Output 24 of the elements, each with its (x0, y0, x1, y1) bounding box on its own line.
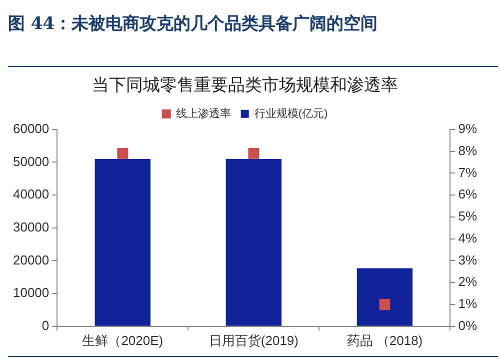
x-tick-label: 药品 （2018) (346, 332, 423, 348)
y-tick-label: 30000 (12, 219, 50, 234)
y2-tick-label: 3% (458, 252, 478, 268)
y2-tick-label: 2% (458, 274, 478, 290)
y2-tick-label: 9% (458, 120, 478, 136)
y2-tick-label: 8% (458, 142, 478, 158)
y2-tick-label: 0% (458, 318, 478, 333)
y2-tick-label: 5% (458, 208, 478, 224)
y-tick-label: 40000 (12, 186, 50, 202)
y2-tick-label: 7% (458, 164, 478, 180)
legend-label: 行业规模(亿元) (254, 106, 328, 120)
y2-tick-label: 4% (458, 230, 478, 246)
y2-tick-label: 1% (458, 296, 478, 312)
y-tick-label: 60000 (12, 120, 50, 136)
y-tick-label: 50000 (12, 154, 50, 169)
x-tick-label: 生鲜（2020E) (82, 332, 164, 348)
legend-label: 线上渗透率 (176, 106, 231, 120)
caption: 图 44：未被电商攻克的几个品类具备广阔的空间 (8, 14, 378, 34)
y-tick-label: 0 (42, 318, 50, 333)
chart-title: 当下同城零售重要品类市场规模和渗透率 (92, 76, 398, 96)
x-tick-label: 日用百货(2019) (208, 332, 298, 348)
y-tick-label: 10000 (12, 285, 50, 300)
y2-tick-label: 6% (458, 186, 478, 202)
y-tick-label: 20000 (12, 252, 50, 268)
